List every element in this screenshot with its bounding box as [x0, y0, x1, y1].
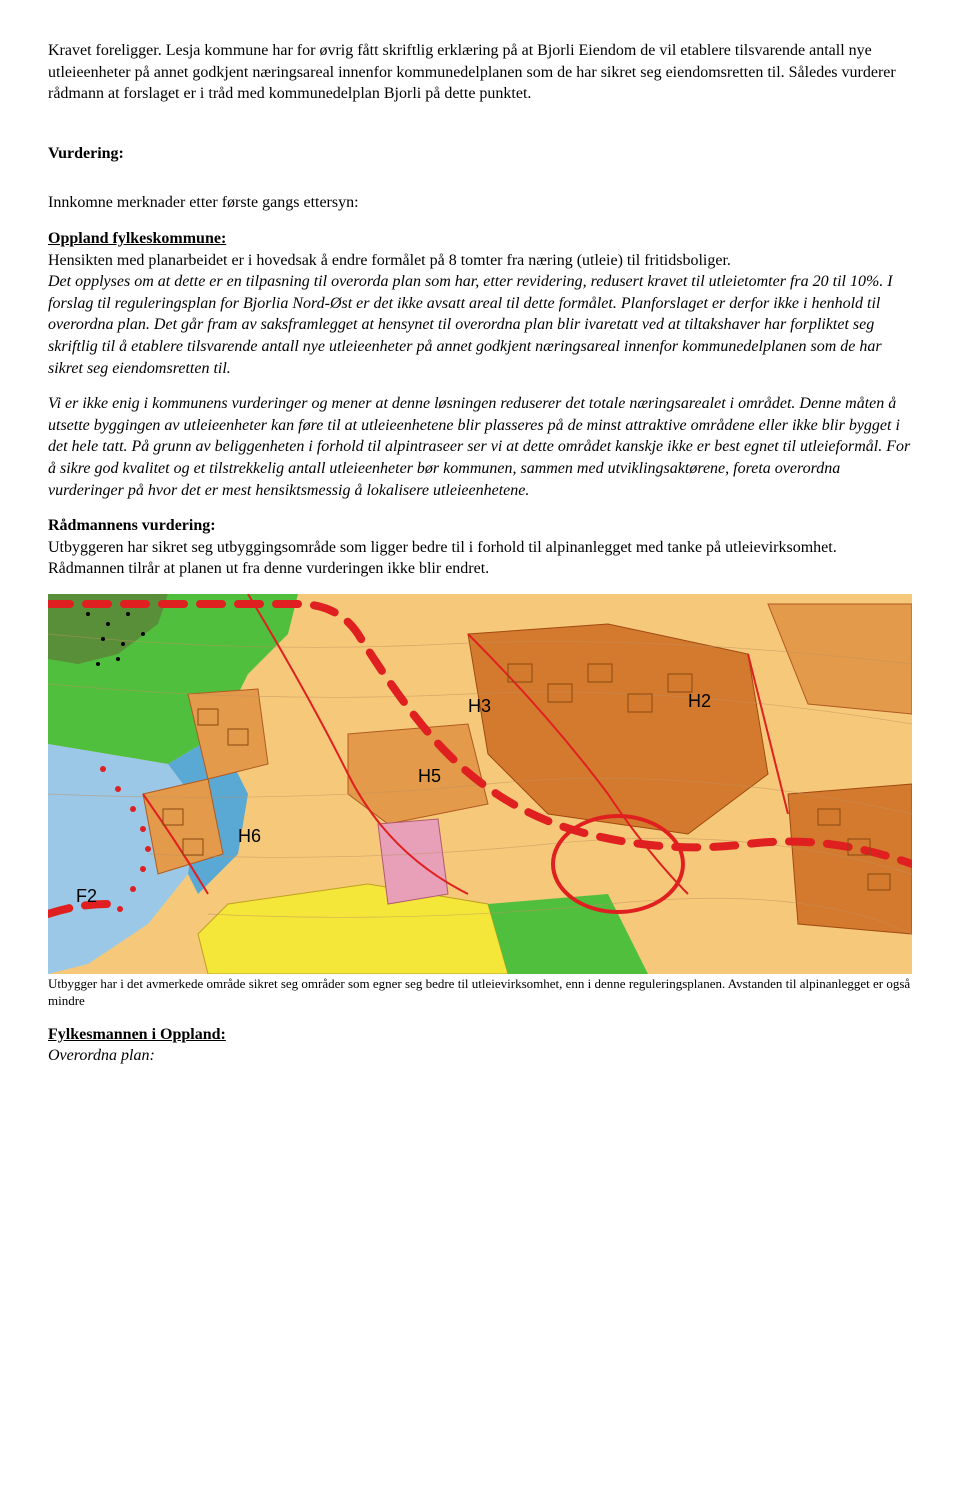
- radmann-heading: Rådmannens vurdering:: [48, 517, 216, 534]
- fylkeskommune-para2: Det opplyses om at dette er en tilpasnin…: [48, 271, 912, 379]
- fylkesmannen-heading: Fylkesmannen i Oppland:: [48, 1026, 226, 1043]
- map-label-h3: H3: [468, 694, 491, 718]
- merknader-intro: Innkomne merknader etter første gangs et…: [48, 192, 912, 214]
- radmann-para: Utbyggeren har sikret seg utbyggingsområ…: [48, 537, 912, 580]
- map-label-h2: H2: [688, 689, 711, 713]
- map-label-h5: H5: [418, 764, 441, 788]
- vurdering-heading: Vurdering:: [48, 143, 912, 165]
- plan-map-svg: [48, 594, 912, 974]
- fylkeskommune-para3: Vi er ikke enig i kommunens vurderinger …: [48, 393, 912, 501]
- map-label-f2: F2: [76, 884, 97, 908]
- map-label-h6: H6: [238, 824, 261, 848]
- intro-paragraph: Kravet foreligger. Lesja kommune har for…: [48, 40, 912, 105]
- plan-map: F2 H6 H5 H3 H2: [48, 594, 912, 974]
- map-caption: Utbygger har i det avmerkede område sikr…: [48, 976, 912, 1010]
- overordna-plan: Overordna plan:: [48, 1045, 912, 1067]
- fylkeskommune-para1: Hensikten med planarbeidet er i hovedsak…: [48, 250, 912, 272]
- fylkeskommune-heading: Oppland fylkeskommune:: [48, 230, 226, 247]
